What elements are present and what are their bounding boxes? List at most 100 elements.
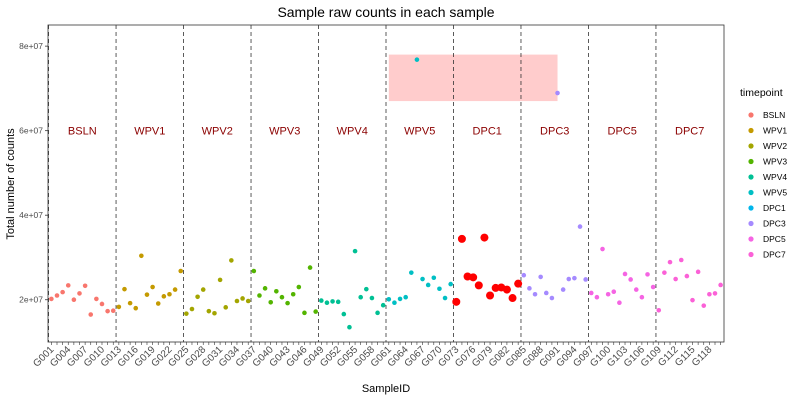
data-point bbox=[352, 248, 358, 254]
legend-label: DPC7 bbox=[763, 250, 786, 260]
data-point bbox=[403, 294, 408, 300]
data-point bbox=[122, 286, 127, 292]
data-point bbox=[279, 294, 285, 300]
phase-label: WPV3 bbox=[269, 126, 300, 138]
data-point bbox=[139, 253, 144, 259]
data-point bbox=[605, 291, 611, 297]
data-point bbox=[469, 273, 478, 282]
data-point bbox=[707, 291, 712, 297]
legend-label: WPV4 bbox=[763, 172, 787, 182]
data-point bbox=[161, 294, 167, 299]
legend: timepoint BSLN WPV1 WPV2 WPV3 WPV4 WPV5 DPC1 DP… bbox=[740, 87, 787, 260]
data-point bbox=[628, 277, 633, 282]
y-tick-label: 4e+07 bbox=[19, 210, 43, 220]
data-point bbox=[324, 300, 330, 305]
data-point bbox=[442, 295, 448, 301]
data-point bbox=[133, 305, 139, 311]
data-point bbox=[684, 273, 690, 279]
data-point bbox=[600, 246, 605, 252]
legend-title: timepoint bbox=[740, 87, 783, 99]
data-point bbox=[341, 311, 347, 317]
data-point bbox=[521, 272, 527, 278]
data-point bbox=[555, 90, 560, 96]
data-point bbox=[527, 286, 532, 291]
data-point bbox=[538, 274, 543, 280]
legend-label: WPV5 bbox=[763, 188, 787, 198]
data-point bbox=[110, 308, 116, 314]
data-point bbox=[588, 290, 594, 296]
data-point bbox=[212, 310, 217, 316]
data-point bbox=[335, 299, 341, 305]
legend-key bbox=[748, 174, 754, 180]
data-point bbox=[566, 276, 572, 282]
chart-title: Sample raw counts in each sample bbox=[277, 4, 494, 20]
legend-key bbox=[748, 158, 754, 165]
data-point bbox=[155, 301, 161, 306]
data-point bbox=[54, 293, 60, 298]
data-point bbox=[296, 284, 302, 290]
data-point bbox=[262, 286, 268, 291]
data-point bbox=[639, 294, 645, 300]
data-point bbox=[178, 268, 184, 274]
data-point bbox=[229, 258, 234, 263]
data-point bbox=[392, 300, 397, 305]
data-point bbox=[656, 308, 662, 313]
data-point bbox=[172, 287, 178, 292]
data-point bbox=[386, 297, 392, 302]
legend-key bbox=[748, 251, 754, 258]
data-point bbox=[594, 294, 600, 300]
legend-label: DPC3 bbox=[763, 219, 786, 229]
data-point bbox=[425, 282, 431, 288]
data-point bbox=[319, 298, 324, 303]
data-point bbox=[234, 298, 240, 304]
data-point bbox=[184, 311, 189, 316]
phase-label: WPV2 bbox=[202, 126, 233, 138]
plot-area: BSLN WPV1 WPV2 WPV3 WPV4 WPV5 DPC1 DPC3 DPC5 DPC7 bbox=[47, 24, 725, 343]
data-point bbox=[645, 272, 650, 277]
x-axis: G001G004G007G010G013G016G019G022G025G028… bbox=[31, 342, 721, 369]
data-point bbox=[330, 299, 335, 304]
legend-key bbox=[748, 127, 754, 134]
data-point bbox=[223, 305, 229, 310]
data-point bbox=[437, 286, 442, 292]
data-point bbox=[200, 287, 206, 292]
legend-label: WPV1 bbox=[763, 126, 787, 136]
data-point bbox=[409, 270, 414, 275]
highlight-region bbox=[388, 54, 558, 102]
legend-label: WPV3 bbox=[763, 157, 787, 167]
data-point bbox=[49, 296, 54, 302]
data-point bbox=[695, 269, 701, 275]
data-point bbox=[369, 295, 375, 301]
data-point bbox=[88, 312, 94, 317]
data-point bbox=[358, 294, 363, 300]
x-axis-title: SampleID bbox=[362, 383, 410, 395]
data-point bbox=[167, 291, 172, 297]
data-point bbox=[431, 275, 437, 281]
data-point bbox=[420, 276, 425, 282]
data-point bbox=[502, 285, 511, 294]
data-point bbox=[217, 277, 223, 283]
data-point bbox=[144, 292, 150, 297]
data-point bbox=[195, 294, 200, 300]
data-point bbox=[617, 300, 622, 305]
data-point bbox=[650, 284, 656, 290]
data-point bbox=[206, 308, 212, 314]
phase-label: DPC7 bbox=[675, 126, 704, 138]
data-point bbox=[718, 282, 723, 288]
y-tick-label: 6e+07 bbox=[19, 126, 43, 136]
data-point bbox=[240, 296, 245, 301]
data-point bbox=[364, 286, 369, 292]
data-point bbox=[105, 308, 110, 314]
data-point bbox=[251, 268, 257, 274]
phase-label: DPC1 bbox=[473, 126, 502, 138]
data-point bbox=[375, 310, 380, 316]
data-point bbox=[514, 279, 523, 288]
data-point bbox=[662, 270, 667, 275]
data-point bbox=[633, 287, 639, 292]
data-point bbox=[150, 284, 155, 290]
y-axis: 2e+07 4e+07 6e+07 8e+07 bbox=[19, 41, 48, 305]
data-point bbox=[82, 283, 88, 289]
data-point bbox=[77, 291, 82, 296]
data-point bbox=[583, 277, 588, 282]
data-point bbox=[99, 301, 105, 307]
